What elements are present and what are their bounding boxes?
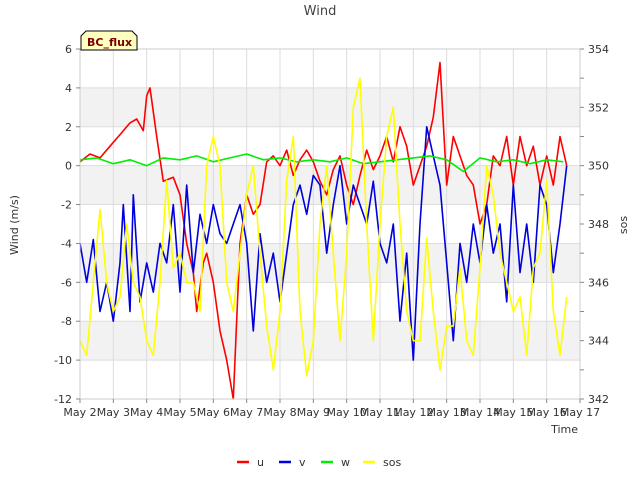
y2-tick-label: 352 <box>588 101 609 114</box>
chart-title: Wind <box>304 4 337 19</box>
series-line-w <box>79 153 564 173</box>
x-tick-label: May 17 <box>560 406 600 419</box>
y2-tick-label: 350 <box>588 160 609 173</box>
station-label-text: BC_flux <box>87 36 132 49</box>
grid-band <box>80 87 580 127</box>
x-tick-label: May 6 <box>197 406 230 419</box>
series-line-sos <box>79 77 568 377</box>
grid-band <box>80 321 580 361</box>
x-tick-label: May 10 <box>327 406 367 419</box>
x-tick-label: May 8 <box>263 406 296 419</box>
legend-label-u: u <box>257 456 264 469</box>
series-layer <box>79 61 568 400</box>
y-tick-label: -4 <box>61 237 72 250</box>
x-axis-title: Time <box>550 423 578 436</box>
y-tick-label: -10 <box>54 354 72 367</box>
y-tick-label: 0 <box>65 160 72 173</box>
y2-tick-label: 354 <box>588 43 609 56</box>
y-tick-label: -8 <box>61 315 72 328</box>
grid-band <box>80 243 580 283</box>
legend-label-v: v <box>299 456 306 469</box>
legend-label-w: w <box>341 456 350 469</box>
x-tick-label: May 12 <box>393 406 433 419</box>
x-tick-label: May 16 <box>527 406 567 419</box>
x-tick-label: May 11 <box>360 406 400 419</box>
x-tick-label: May 9 <box>297 406 330 419</box>
y2-axis-title: sos <box>617 216 630 234</box>
x-tick-label: May 4 <box>130 406 163 419</box>
y2-tick-label: 344 <box>588 335 609 348</box>
y-tick-label: 2 <box>65 121 72 134</box>
x-tick-label: May 3 <box>97 406 130 419</box>
y-axis-title: Wind (m/s) <box>8 195 21 255</box>
axes-layer: -12 -10 -8 -6 -4 -2 0 2 4 6 342 344 346 348 350 352 354 M… <box>54 43 609 419</box>
x-tick-label: May 15 <box>493 406 533 419</box>
x-tick-label: May 7 <box>230 406 263 419</box>
station-label: BC_flux <box>80 30 138 51</box>
x-tick-label: May 13 <box>427 406 467 419</box>
station-label-box <box>80 30 138 51</box>
y2-tick-label: 348 <box>588 218 609 231</box>
legend-label-sos: sos <box>383 456 401 469</box>
grid-bands <box>80 87 580 361</box>
y2-tick-label: 342 <box>588 393 609 406</box>
legend: u v w sos <box>237 456 401 469</box>
x-tick-label: May 14 <box>460 406 500 419</box>
y2-tick-label: 346 <box>588 276 609 289</box>
x-tick-label: May 2 <box>63 406 96 419</box>
y-tick-label: 6 <box>65 43 72 56</box>
series-line-v <box>79 126 568 361</box>
y-tick-label: -2 <box>61 199 72 212</box>
y-tick-label: -12 <box>54 393 72 406</box>
y-tick-label: 4 <box>65 82 72 95</box>
y-tick-label: -6 <box>61 276 72 289</box>
x-tick-label: May 5 <box>163 406 196 419</box>
